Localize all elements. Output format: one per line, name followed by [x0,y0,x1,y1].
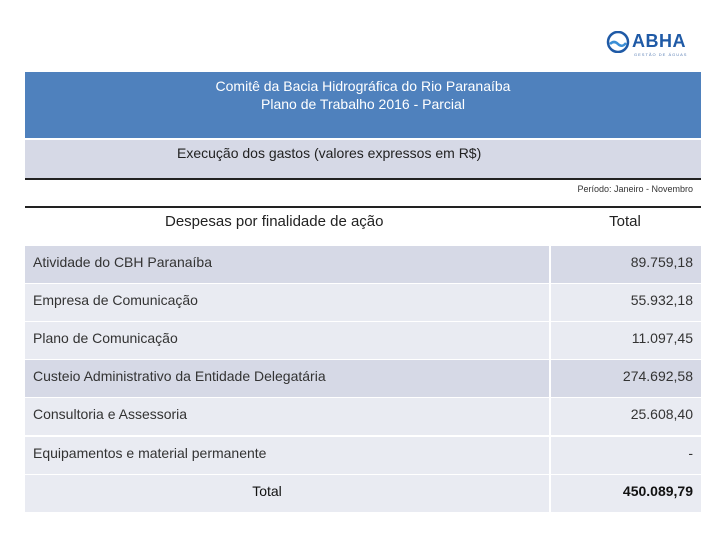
table-row: Consultoria e Assessoria 25.608,40 [25,398,701,435]
row-value: 89.759,18 [551,246,701,283]
table-row: Atividade do CBH Paranaíba 89.759,18 [25,246,701,283]
row-value: 25.608,40 [551,398,701,435]
logo-brand: ABHA [632,31,686,51]
row-label: Consultoria e Assessoria [25,398,549,435]
logo-tagline: GESTÃO DE ÁGUAS [634,52,688,57]
row-label: Equipamentos e material permanente [25,437,549,474]
row-label: Atividade do CBH Paranaíba [25,246,549,283]
water-drop-icon [606,31,630,53]
header-title: Comitê da Bacia Hidrográfica do Rio Para… [215,78,511,94]
period-label: Período: Janeiro - Novembro [25,180,701,208]
row-label: Empresa de Comunicação [25,284,549,321]
row-value: 55.932,18 [551,284,701,321]
table-row: Plano de Comunicação 11.097,45 [25,322,701,359]
section-title: Execução dos gastos (valores expressos e… [25,140,701,180]
table-row: Equipamentos e material permanente - [25,437,701,474]
total-label: Total [25,475,549,512]
header-subtitle: Plano de Trabalho 2016 - Parcial [261,96,465,112]
table-row: Custeio Administrativo da Entidade Deleg… [25,360,701,397]
row-label: Plano de Comunicação [25,322,549,359]
column-header-expenses: Despesas por finalidade de ação [165,213,384,230]
row-value: 11.097,45 [551,322,701,359]
page-header: Comitê da Bacia Hidrográfica do Rio Para… [25,72,701,138]
table-row: Empresa de Comunicação 55.932,18 [25,284,701,321]
row-label: Custeio Administrativo da Entidade Deleg… [25,360,549,397]
total-row: Total 450.089,79 [25,475,701,512]
total-value: 450.089,79 [551,475,701,512]
row-value: 274.692,58 [551,360,701,397]
abha-logo: ABHA GESTÃO DE ÁGUAS [606,28,690,60]
column-header-total: Total [609,213,641,230]
row-value: - [551,437,701,474]
